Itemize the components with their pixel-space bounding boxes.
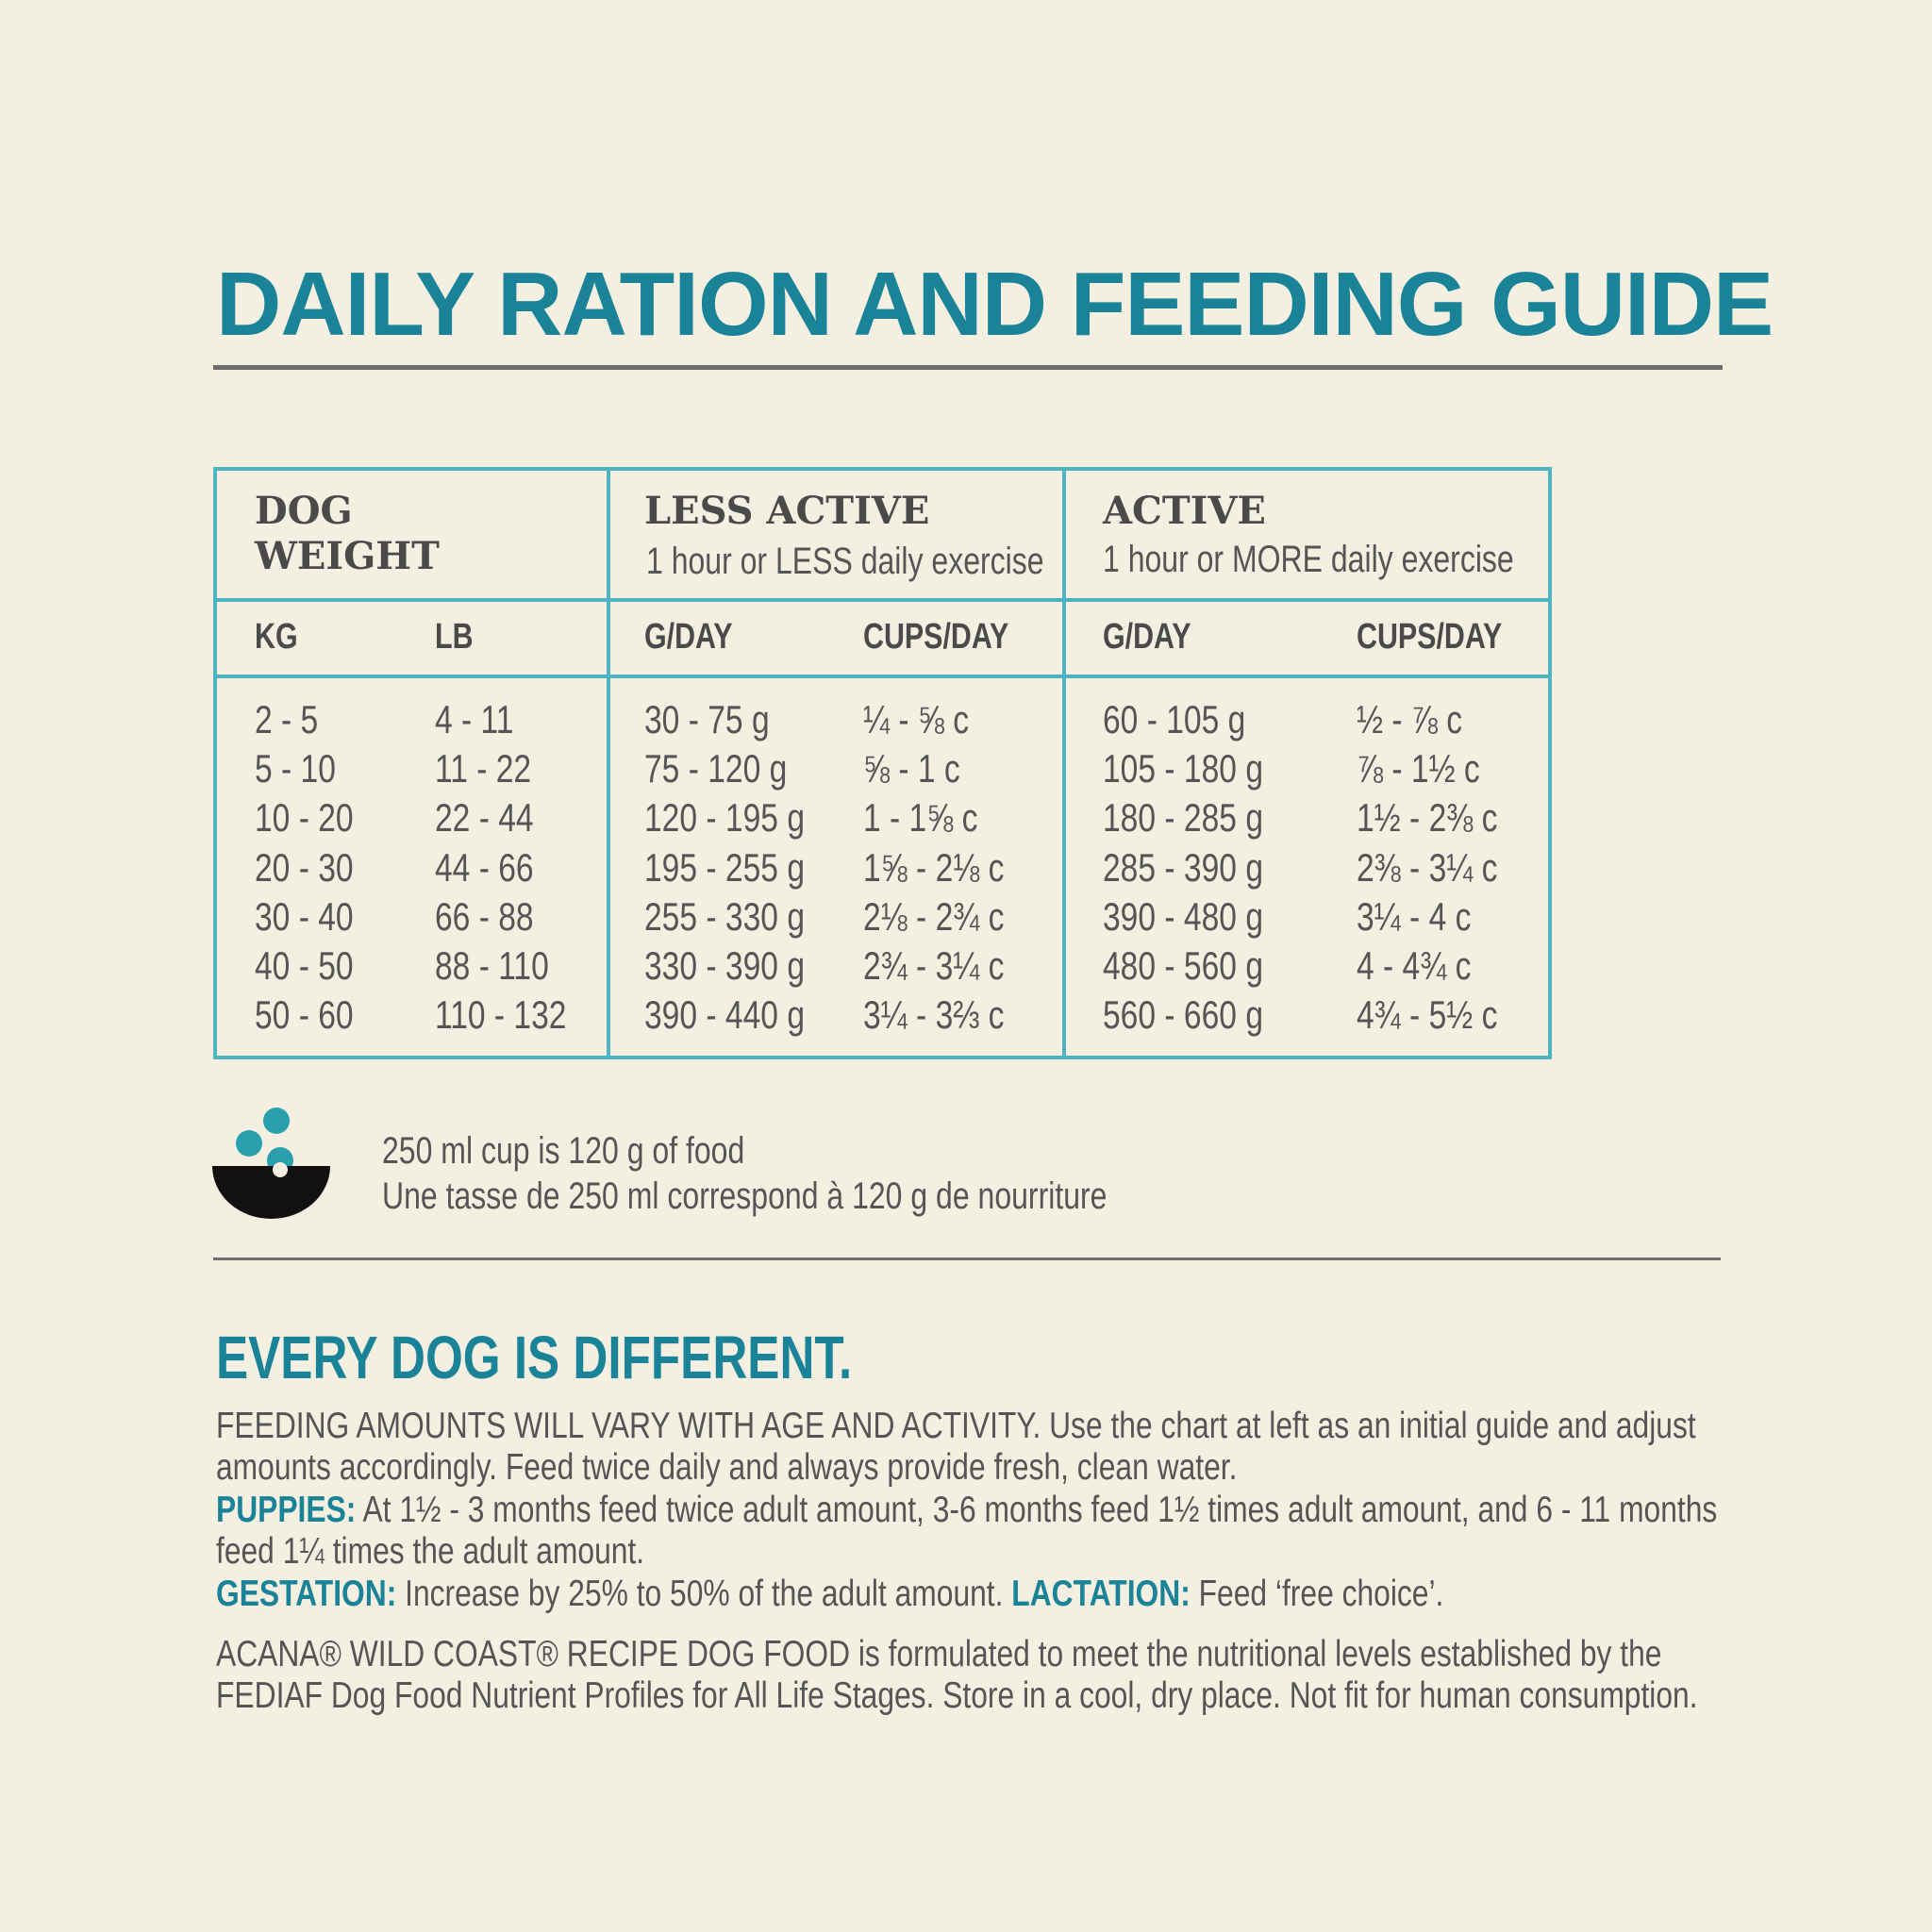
table-cell: ¼ - ⅝ c	[863, 697, 970, 741]
table-cell: 88 - 110	[435, 943, 549, 988]
paragraph: GESTATION: Increase by 25% to 50% of the…	[216, 1574, 1723, 1615]
title: DAILY RATION AND FEEDING GUIDE	[216, 254, 1774, 355]
feeding-table	[213, 467, 1552, 1059]
table-cell: 22 - 44	[435, 795, 534, 841]
label: LACTATION:	[1011, 1574, 1191, 1614]
paragraph: PUPPIES: At 1½ - 3 months feed twice adu…	[216, 1490, 1723, 1573]
table-cell: 1⅝ - 2⅛ c	[863, 844, 1005, 890]
note-line: Une tasse de 250 ml correspond à 120 g d…	[382, 1175, 1108, 1217]
table-divider	[213, 675, 1552, 678]
column-header: LB	[435, 617, 474, 657]
title-rule	[213, 365, 1723, 370]
header-title: DOG	[255, 489, 353, 533]
section-rule	[213, 1257, 1721, 1260]
label: PUPPIES:	[216, 1490, 357, 1530]
table-cell: 1 - 1⅝ c	[863, 795, 978, 841]
table-cell: 3¼ - 4 c	[1357, 893, 1472, 939]
table-cell: 2⅛ - 2¾ c	[863, 893, 1005, 939]
table-cell: 60 - 105 g	[1103, 697, 1246, 741]
table-cell: 120 - 195 g	[644, 795, 806, 841]
header-title: ACTIVE	[1103, 489, 1266, 533]
table-cell: 330 - 390 g	[644, 943, 806, 988]
table-cell: 66 - 88	[435, 893, 534, 939]
table-cell: ⅝ - 1 c	[863, 746, 960, 791]
table-cell: 480 - 560 g	[1103, 943, 1264, 988]
header-title: WEIGHT	[255, 534, 440, 578]
table-cell: 75 - 120 g	[644, 746, 788, 791]
table-divider	[1062, 467, 1066, 1059]
table-divider	[607, 467, 610, 1059]
column-header: CUPS/DAY	[863, 617, 1009, 657]
paragraph: ACANA® WILD COAST® RECIPE DOG FOOD is fo…	[216, 1634, 1723, 1717]
table-cell: ½ - ⅞ c	[1357, 697, 1463, 741]
table-divider	[213, 598, 1552, 602]
table-cell: 11 - 22	[435, 746, 532, 791]
column-header: CUPS/DAY	[1357, 617, 1503, 657]
paragraph: FEEDING AMOUNTS WILL VARY WITH AGE AND A…	[216, 1406, 1723, 1489]
table-cell: 560 - 660 g	[1103, 992, 1264, 1038]
table-cell: 4¾ - 5½ c	[1357, 992, 1498, 1038]
table-cell: 2 - 5	[255, 697, 319, 741]
table-cell: 2⅜ - 3¼ c	[1357, 844, 1498, 890]
section-title: EVERY DOG IS DIFFERENT.	[216, 1324, 853, 1391]
note-line: 250 ml cup is 120 g of food	[382, 1130, 745, 1172]
bowl-icon	[212, 1108, 330, 1219]
table-cell: 2¾ - 3¼ c	[863, 943, 1005, 988]
table-cell: 50 - 60	[255, 992, 354, 1038]
table-cell: 10 - 20	[255, 795, 354, 841]
table-cell: 390 - 480 g	[1103, 893, 1264, 939]
table-cell: 30 - 75 g	[644, 697, 770, 741]
table-cell: 180 - 285 g	[1103, 795, 1264, 841]
column-header: KG	[255, 617, 298, 657]
column-header: G/DAY	[1103, 617, 1191, 657]
table-cell: 195 - 255 g	[644, 844, 806, 890]
table-cell: 4 - 4¾ c	[1357, 943, 1472, 988]
column-header: G/DAY	[644, 617, 733, 657]
table-cell: 285 - 390 g	[1103, 844, 1264, 890]
header-subtitle: 1 hour or LESS daily exercise	[646, 541, 1044, 582]
table-cell: 44 - 66	[435, 844, 534, 890]
table-cell: 40 - 50	[255, 943, 354, 988]
text: Feed ‘free choice’.	[1198, 1574, 1444, 1614]
table-cell: 255 - 330 g	[644, 893, 806, 939]
section-body: FEEDING AMOUNTS WILL VARY WITH AGE AND A…	[216, 1406, 1723, 1718]
text: At 1½ - 3 months feed twice adult amount…	[216, 1490, 1718, 1572]
table-cell: 20 - 30	[255, 844, 354, 890]
text: ACANA® WILD COAST® RECIPE DOG FOOD is fo…	[216, 1634, 1698, 1716]
table-cell: ⅞ - 1½ c	[1357, 746, 1480, 791]
text: FEEDING AMOUNTS WILL VARY WITH AGE AND A…	[216, 1406, 1696, 1488]
table-cell: 30 - 40	[255, 893, 354, 939]
label: GESTATION:	[216, 1574, 397, 1614]
text: Increase by 25% to 50% of the adult amou…	[405, 1574, 1004, 1614]
table-cell: 110 - 132	[435, 992, 567, 1038]
table-cell: 390 - 440 g	[644, 992, 806, 1038]
header-subtitle: 1 hour or MORE daily exercise	[1103, 539, 1514, 580]
table-cell: 1½ - 2⅜ c	[1357, 795, 1498, 841]
table-cell: 3¼ - 3⅔ c	[863, 992, 1005, 1038]
table-cell: 5 - 10	[255, 746, 336, 791]
table-cell: 4 - 11	[435, 697, 514, 741]
header-title: LESS ACTIVE	[644, 489, 930, 533]
table-cell: 105 - 180 g	[1103, 746, 1264, 791]
